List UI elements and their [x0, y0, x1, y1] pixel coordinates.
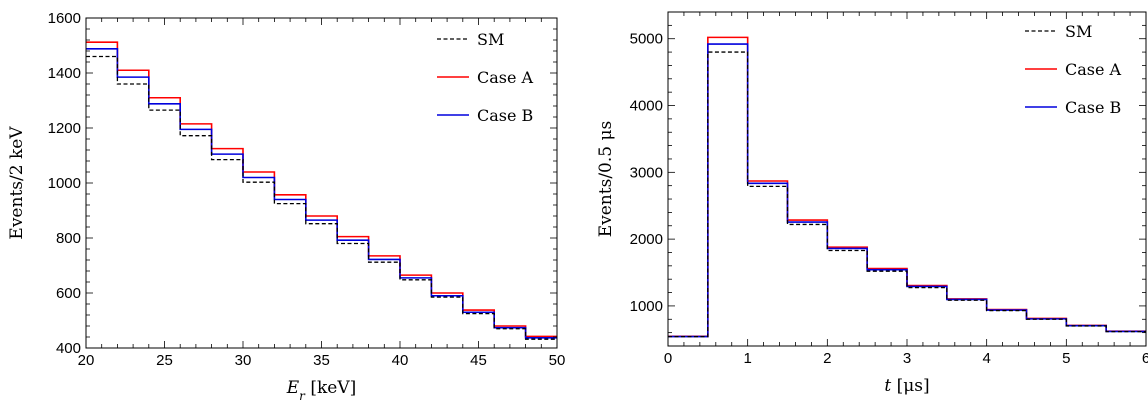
series-case-a-line — [668, 36, 1146, 338]
x-tick-label: 35 — [313, 352, 330, 369]
y-tick-label: 5000 — [630, 31, 663, 48]
y-axis-label: Events/0.5 μs — [596, 121, 616, 238]
x-tick-label: 45 — [470, 352, 487, 369]
y-tick-label: 1400 — [48, 65, 81, 82]
x-tick-label: 0 — [664, 350, 672, 367]
chart-1: 20 25 30 35 40 45 50 400 600 800 1000 1200 1400 1600 E… — [7, 10, 565, 401]
x-axis-label: t [μs] — [884, 376, 929, 396]
y-tick-label: 1200 — [48, 120, 81, 137]
chart-2: 0 1 2 3 4 5 6 1000 2000 3000 4000 5000 t [μs] Events/… — [596, 11, 1148, 396]
x-axis-label: Er [keV] — [286, 378, 356, 401]
x-tick-label: 20 — [78, 352, 95, 369]
x-tick-label: 5 — [1062, 350, 1070, 367]
y-tick-label: 1600 — [48, 10, 81, 27]
x-tick-label: 50 — [549, 352, 566, 369]
series-case-a-line — [86, 41, 557, 338]
y-tick-label: 600 — [56, 285, 81, 302]
legend-label: SM — [477, 30, 504, 49]
legend-label: Case B — [1065, 98, 1121, 117]
x-tick-label: 40 — [392, 352, 409, 369]
y-tick-label: 1000 — [48, 175, 81, 192]
x-tick-label: 4 — [982, 350, 990, 367]
legend: SM Case A Case B — [1025, 22, 1122, 117]
legend-label: Case B — [477, 106, 533, 125]
legend-label: SM — [1065, 22, 1092, 41]
y-axis-label: Events/2 keV — [7, 126, 27, 240]
legend-label: Case A — [1065, 60, 1122, 79]
legend: SM Case A Case B — [437, 30, 534, 125]
series-case-b-line — [86, 48, 557, 339]
x-tick-label: 6 — [1142, 350, 1148, 367]
x-tick-label: 2 — [823, 350, 831, 367]
y-tick-label: 2000 — [630, 231, 663, 248]
legend-label: Case A — [477, 68, 534, 87]
y-tick-label: 4000 — [630, 98, 663, 115]
y-tick-label: 400 — [56, 340, 81, 357]
series-case-b-line — [668, 43, 1146, 338]
series-sm-line — [86, 55, 557, 340]
x-tick-label: 1 — [743, 350, 751, 367]
x-tick-label: 30 — [235, 352, 252, 369]
y-tick-label: 3000 — [630, 164, 663, 181]
series-sm-line — [668, 51, 1146, 338]
x-tick-label: 25 — [156, 352, 173, 369]
x-tick-label: 3 — [903, 350, 911, 367]
y-tick-label: 800 — [56, 230, 81, 247]
y-tick-label: 1000 — [630, 298, 663, 315]
